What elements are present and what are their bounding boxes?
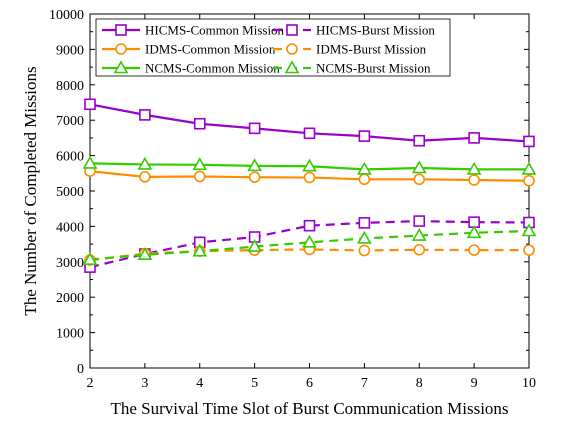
data-point bbox=[521, 223, 537, 237]
series-0 bbox=[84, 98, 535, 148]
data-point bbox=[413, 243, 426, 256]
series-line bbox=[89, 248, 529, 262]
data-point bbox=[413, 215, 426, 227]
data-point bbox=[466, 161, 482, 175]
legend-label: HICMS-Common Mission bbox=[145, 23, 285, 38]
data-point bbox=[193, 170, 206, 183]
data-point bbox=[523, 244, 535, 256]
data-point bbox=[193, 117, 206, 130]
legend-swatch-marker bbox=[113, 60, 129, 74]
legend-item: NCMS-Common Mission bbox=[102, 60, 280, 76]
axes: 0 1000 2000 3000 4000 5000 6000 7000 8000 9000 100… bbox=[49, 8, 536, 391]
data-point bbox=[82, 252, 98, 265]
data-point bbox=[137, 156, 153, 170]
series-line bbox=[89, 219, 530, 269]
data-point bbox=[302, 234, 317, 248]
data-point bbox=[248, 171, 261, 183]
y-tick-label: 10000 bbox=[49, 8, 84, 23]
y-tick-label: 5000 bbox=[56, 185, 84, 200]
data-point bbox=[137, 247, 153, 261]
data-point bbox=[303, 171, 316, 184]
data-point bbox=[468, 244, 480, 256]
x-tick-label: 3 bbox=[141, 376, 148, 391]
legend-label: IDMS-Burst Mission bbox=[316, 42, 427, 57]
data-point bbox=[521, 161, 537, 175]
legend-item: NCMS-Burst Mission bbox=[273, 60, 431, 76]
x-axis-title: The Survival Time Slot of Burst Communic… bbox=[110, 399, 508, 418]
data-point bbox=[247, 158, 263, 172]
legend-label: NCMS-Burst Mission bbox=[316, 61, 431, 76]
y-tick-label: 8000 bbox=[56, 79, 84, 94]
data-point bbox=[358, 244, 371, 257]
data-point bbox=[192, 243, 208, 257]
x-tick-label: 6 bbox=[306, 376, 313, 391]
data-point bbox=[302, 158, 317, 172]
legend-label: HICMS-Burst Mission bbox=[316, 23, 435, 38]
legend-swatch-marker bbox=[286, 24, 298, 36]
data-point bbox=[192, 157, 208, 171]
data-point bbox=[358, 173, 371, 186]
data-point bbox=[358, 130, 371, 142]
x-tick-label: 2 bbox=[87, 376, 94, 391]
data-point bbox=[523, 174, 535, 187]
y-tick-label: 4000 bbox=[56, 220, 84, 235]
data-point bbox=[411, 227, 427, 241]
x-tick-label: 10 bbox=[522, 376, 536, 391]
series-4 bbox=[82, 155, 537, 175]
legend: HICMS-Common Mission HICMS-Burst Mission I… bbox=[95, 18, 451, 77]
data-point bbox=[466, 225, 482, 239]
data-point bbox=[303, 219, 316, 232]
y-tick-label: 3000 bbox=[56, 256, 84, 271]
data-point bbox=[248, 122, 261, 135]
legend-item: HICMS-Burst Mission bbox=[273, 23, 435, 38]
data-point bbox=[303, 127, 316, 140]
y-tick-label: 0 bbox=[77, 362, 84, 377]
legend-item: IDMS-Burst Mission bbox=[273, 42, 427, 57]
data-point bbox=[411, 160, 427, 174]
legend-label: IDMS-Common Mission bbox=[145, 42, 276, 57]
y-tick-label: 2000 bbox=[56, 291, 84, 306]
series-2 bbox=[84, 165, 535, 187]
data-point bbox=[468, 132, 480, 144]
data-point bbox=[247, 238, 263, 252]
data-point bbox=[84, 98, 96, 111]
data-point bbox=[523, 135, 535, 148]
y-axis-title: The Number of Completed Missions bbox=[21, 66, 40, 315]
series-5 bbox=[82, 223, 537, 265]
series-line bbox=[89, 229, 530, 261]
x-tick-label: 8 bbox=[416, 376, 423, 391]
legend-item: IDMS-Common Mission bbox=[102, 42, 276, 57]
data-point bbox=[468, 174, 480, 186]
data-point bbox=[139, 171, 151, 183]
data-point bbox=[413, 173, 426, 186]
x-tick-label: 7 bbox=[361, 376, 368, 391]
x-tick-label: 5 bbox=[251, 376, 258, 391]
y-tick-label: 1000 bbox=[56, 327, 84, 342]
series-layer bbox=[82, 98, 537, 273]
y-tick-label: 9000 bbox=[56, 43, 84, 58]
legend-swatch-marker bbox=[115, 43, 127, 55]
legend-swatch-marker bbox=[286, 43, 298, 55]
data-point bbox=[358, 217, 371, 229]
data-point bbox=[356, 161, 372, 175]
legend-item: HICMS-Common Mission bbox=[102, 23, 285, 38]
data-point bbox=[139, 109, 151, 121]
y-tick-label: 7000 bbox=[56, 114, 84, 129]
legend-label: NCMS-Common Mission bbox=[145, 61, 280, 76]
legend-swatch-marker bbox=[115, 24, 127, 36]
x-tick-label: 4 bbox=[196, 376, 203, 391]
legend-swatch-marker bbox=[284, 60, 300, 74]
x-tick-label: 9 bbox=[471, 376, 478, 391]
data-point bbox=[82, 155, 98, 169]
y-tick-label: 6000 bbox=[56, 150, 84, 165]
legend-box bbox=[95, 18, 451, 77]
data-point bbox=[356, 230, 372, 244]
data-point bbox=[413, 134, 426, 147]
